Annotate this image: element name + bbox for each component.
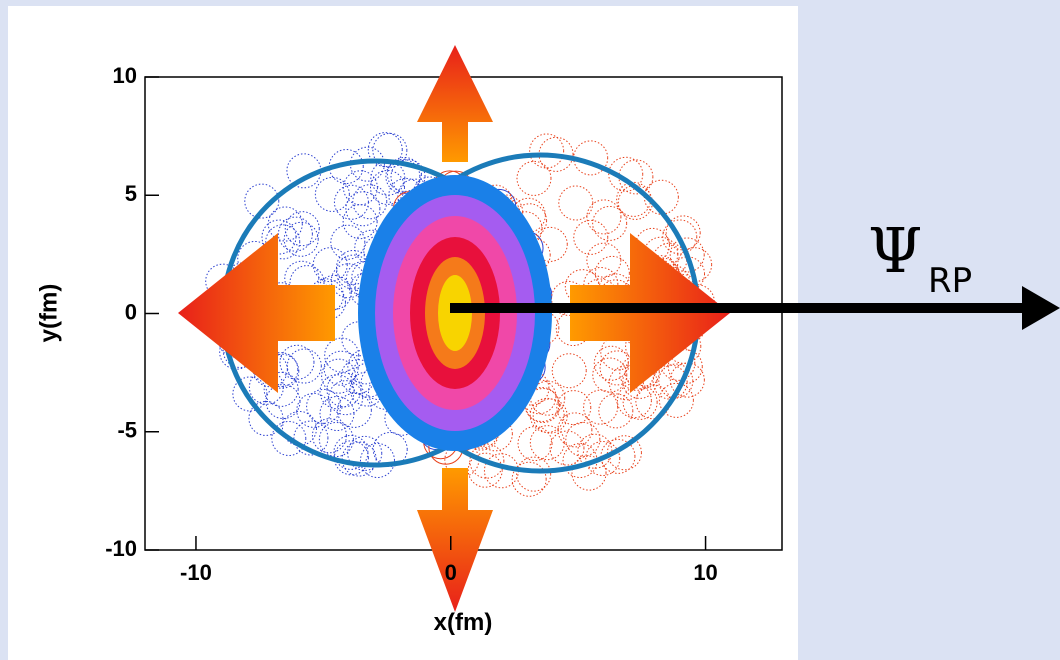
y-axis-label: y(fm) xyxy=(35,284,62,343)
y-tick-label: -5 xyxy=(117,418,137,443)
psi-symbol: Ψ xyxy=(868,214,922,287)
page: {"plot": {"xlabel": "x(fm)", "ylabel": "… xyxy=(0,0,1060,660)
psi-subscript: RP xyxy=(928,261,972,301)
x-tick-label: 0 xyxy=(445,560,457,585)
arrow-head xyxy=(1022,286,1060,330)
y-tick-label: -10 xyxy=(105,536,137,561)
y-tick-label: 10 xyxy=(113,63,137,88)
x-tick-label: -10 xyxy=(180,560,212,585)
x-tick-label: 10 xyxy=(693,560,717,585)
y-tick-label: 0 xyxy=(125,299,137,324)
y-tick-label: 5 xyxy=(125,181,137,206)
figure: Ψ RP x(fm) y(fm) -10 0 10 -10 -5 0 5 10 xyxy=(0,0,1060,660)
x-axis-label: x(fm) xyxy=(434,609,493,636)
